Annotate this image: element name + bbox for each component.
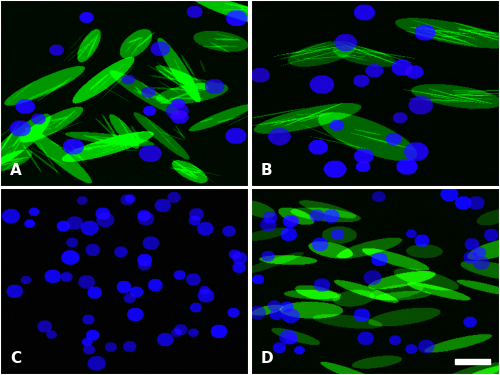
Text: C: C — [10, 351, 21, 366]
Text: B: B — [260, 163, 272, 178]
Text: D: D — [260, 351, 273, 366]
Text: A: A — [10, 163, 22, 178]
Bar — [455, 359, 490, 364]
